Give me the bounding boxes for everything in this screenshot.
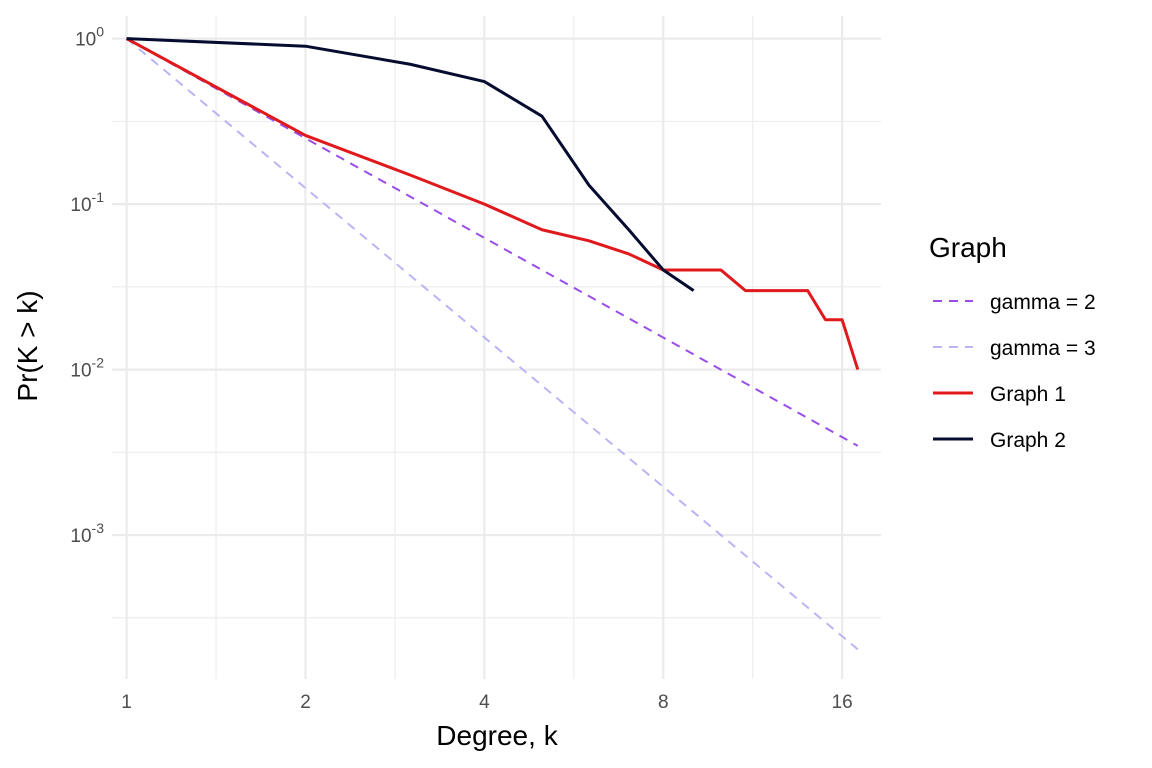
x-tick-label: 1 — [121, 692, 132, 713]
legend-label: gamma = 3 — [990, 337, 1096, 360]
y-tick-label: 10-1 — [70, 189, 104, 216]
series-line-graph-2 — [126, 37, 695, 292]
series-line-gamma-3 — [125, 37, 859, 651]
x-tick-label: 16 — [832, 692, 853, 713]
y-tick-labels: 100 10-1 10-2 10-3 — [70, 24, 104, 547]
legend-label: gamma = 2 — [990, 291, 1096, 314]
legend: Graph gamma = 2 gamma = 3 Graph 1 Graph 2 — [929, 232, 1096, 452]
x-tick-label: 4 — [479, 692, 490, 713]
minor-gridlines — [112, 16, 881, 679]
y-tick-label: 10-2 — [70, 355, 104, 382]
legend-label: Graph 2 — [990, 429, 1066, 452]
series-line-graph-1 — [125, 37, 860, 371]
series-lines — [125, 37, 860, 651]
series-line-gamma-2 — [126, 37, 859, 447]
legend-label: Graph 1 — [990, 383, 1066, 406]
x-tick-label: 2 — [300, 692, 311, 713]
major-gridlines — [112, 16, 881, 679]
legend-title: Graph — [929, 232, 1007, 263]
x-axis-title: Degree, k — [436, 720, 558, 751]
y-axis-title: Pr(K > k) — [12, 290, 43, 401]
x-tick-label: 8 — [658, 692, 669, 713]
y-tick-label: 10-3 — [70, 520, 104, 547]
x-tick-labels: 1 2 4 8 16 — [121, 692, 852, 713]
y-tick-label: 100 — [75, 24, 104, 51]
